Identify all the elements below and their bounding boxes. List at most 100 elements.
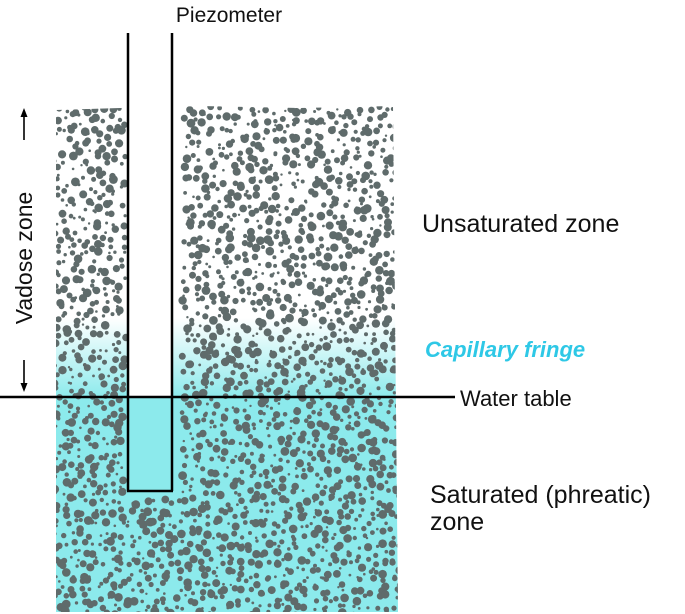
- soil-grain: [254, 360, 259, 365]
- soil-grain: [252, 291, 257, 297]
- soil-grain: [375, 275, 382, 282]
- soil-grain: [298, 223, 304, 228]
- soil-grain: [117, 126, 126, 135]
- soil-grain: [123, 276, 127, 281]
- soil-grain: [282, 159, 289, 166]
- soil-grain: [118, 487, 127, 496]
- soil-grain: [278, 346, 286, 353]
- soil-grain: [259, 419, 263, 423]
- soil-grain: [116, 106, 122, 111]
- soil-grain: [202, 313, 209, 320]
- soil-grain: [196, 530, 202, 536]
- soil-grain: [294, 235, 303, 244]
- soil-grain: [91, 176, 97, 182]
- soil-grain: [67, 429, 74, 436]
- soil-grain: [343, 534, 352, 543]
- soil-grain: [65, 204, 68, 207]
- saturated-zone-label-line2: zone: [430, 508, 484, 536]
- soil-grain: [265, 228, 273, 235]
- soil-grain: [265, 310, 275, 320]
- soil-grain: [394, 403, 398, 409]
- soil-grain: [304, 137, 313, 146]
- soil-grain: [249, 473, 254, 479]
- soil-grain: [85, 131, 90, 136]
- soil-grain: [179, 588, 183, 593]
- soil-grain: [358, 154, 362, 158]
- soil-grain: [81, 242, 88, 249]
- soil-grain: [376, 386, 381, 391]
- soil-grain: [396, 419, 398, 424]
- soil-grain: [85, 609, 90, 612]
- soil-grain: [293, 185, 297, 189]
- soil-grain: [301, 468, 306, 472]
- soil-grain: [91, 113, 100, 123]
- soil-grain: [351, 178, 358, 185]
- soil-grain: [315, 483, 321, 489]
- soil-grain: [118, 550, 123, 555]
- soil-grain: [376, 500, 383, 507]
- soil-grain: [288, 197, 295, 204]
- soil-grain: [56, 489, 58, 495]
- soil-grain: [243, 505, 248, 510]
- soil-grain: [389, 464, 394, 470]
- soil-grain: [330, 331, 337, 338]
- soil-grain: [56, 474, 58, 479]
- soil-grain: [344, 298, 352, 306]
- soil-grain: [267, 586, 276, 595]
- soil-grain: [236, 503, 239, 506]
- soil-grain: [126, 576, 132, 582]
- soil-grain: [258, 456, 265, 464]
- soil-grain: [348, 508, 355, 515]
- soil-grain: [229, 308, 237, 316]
- soil-grain: [322, 608, 327, 612]
- soil-grain: [61, 218, 67, 224]
- soil-grain: [180, 511, 185, 515]
- soil-grain: [197, 118, 206, 127]
- soil-grain: [247, 487, 254, 494]
- soil-grain: [144, 497, 153, 506]
- soil-grain: [368, 458, 378, 468]
- soil-grain: [293, 270, 301, 278]
- soil-grain: [138, 512, 147, 521]
- soil-grain: [56, 323, 61, 332]
- soil-grain: [378, 539, 387, 548]
- soil-grain: [83, 498, 88, 503]
- soil-grain: [110, 532, 118, 539]
- soil-grain: [275, 387, 284, 395]
- soil-grain: [76, 311, 81, 317]
- soil-grain: [191, 265, 196, 271]
- soil-grain: [291, 147, 300, 156]
- soil-grain: [338, 114, 342, 118]
- soil-grain: [333, 300, 338, 305]
- soil-grain: [100, 562, 106, 567]
- soil-grain: [227, 200, 236, 209]
- soil-grain: [168, 560, 175, 567]
- soil-grain: [370, 215, 374, 219]
- soil-grain: [340, 264, 348, 272]
- soil-grain: [343, 311, 351, 318]
- soil-grain: [396, 172, 398, 178]
- soil-grain: [383, 250, 390, 258]
- soil-grain: [385, 281, 389, 286]
- soil-grain: [396, 196, 398, 201]
- soil-grain: [195, 333, 201, 338]
- soil-grain: [294, 278, 303, 287]
- soil-grain: [392, 391, 397, 395]
- soil-grain: [69, 250, 76, 256]
- soil-grain: [337, 586, 340, 589]
- soil-grain: [368, 253, 373, 257]
- soil-grain: [336, 451, 343, 458]
- soil-grain: [194, 169, 199, 174]
- soil-grain: [351, 587, 359, 595]
- soil-grain: [299, 585, 308, 595]
- vadose-zone-label: Vadose zone: [11, 192, 37, 325]
- soil-grain: [243, 325, 252, 334]
- soil-grain: [230, 370, 236, 376]
- soil-grain: [267, 378, 275, 385]
- soil-grain: [229, 152, 233, 157]
- soil-grain: [98, 144, 107, 153]
- soil-grain: [357, 443, 366, 453]
- soil-grain: [243, 379, 249, 385]
- soil-grain: [301, 343, 310, 352]
- soil-grain: [152, 573, 157, 578]
